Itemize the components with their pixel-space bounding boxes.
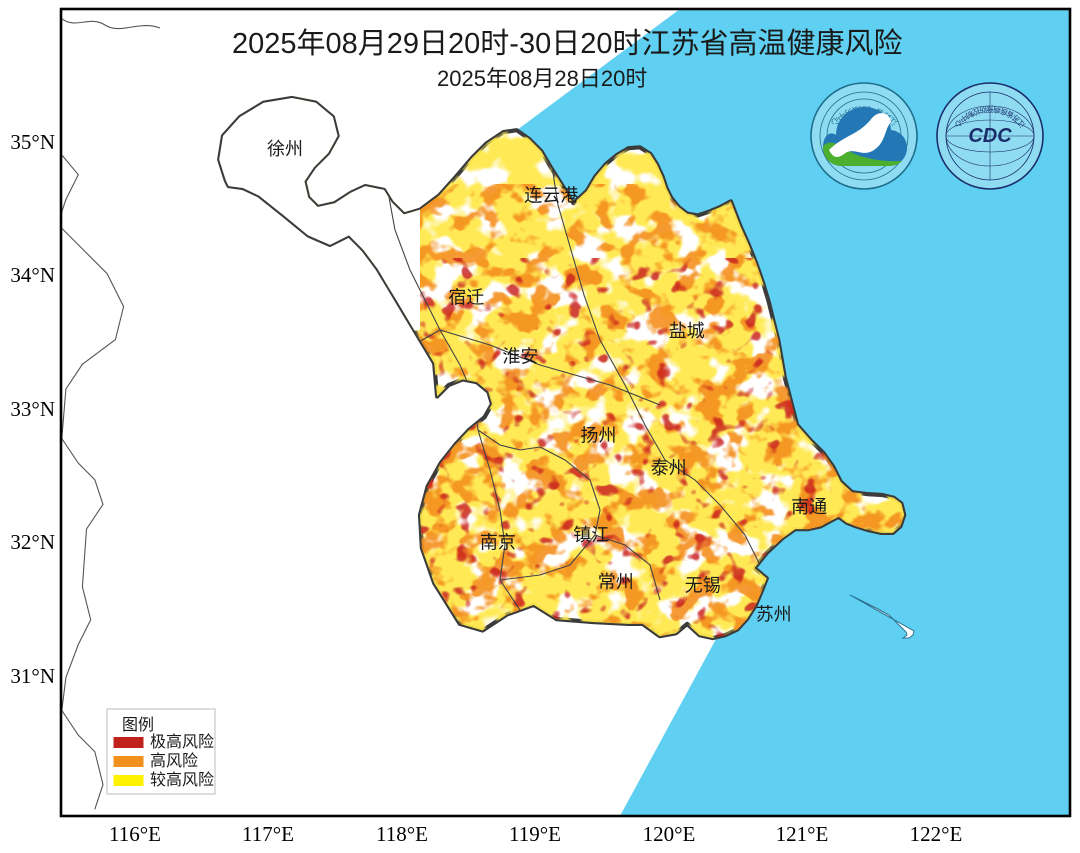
svg-text:119°E: 119°E [509, 822, 561, 846]
svg-text:117°E: 117°E [242, 822, 294, 846]
svg-text:常州: 常州 [598, 572, 634, 592]
svg-text:泰州: 泰州 [651, 458, 687, 478]
svg-text:118°E: 118°E [376, 822, 428, 846]
svg-text:31°N: 31°N [10, 664, 55, 688]
svg-text:苏州: 苏州 [756, 605, 792, 625]
svg-text:116°E: 116°E [109, 822, 161, 846]
svg-text:南京: 南京 [480, 532, 516, 552]
svg-text:120°E: 120°E [643, 822, 696, 846]
svg-text:32°N: 32°N [10, 530, 55, 554]
svg-text:34°N: 34°N [10, 263, 55, 287]
svg-text:宿迁: 宿迁 [448, 287, 484, 307]
svg-text:南通: 南通 [791, 497, 827, 517]
svg-text:淮安: 淮安 [502, 347, 538, 367]
svg-text:121°E: 121°E [776, 822, 829, 846]
svg-text:盐城: 盐城 [669, 321, 705, 341]
svg-text:35°N: 35°N [10, 130, 55, 154]
svg-text:镇江: 镇江 [573, 525, 609, 545]
svg-text:连云港: 连云港 [524, 186, 578, 206]
svg-text:扬州: 扬州 [580, 425, 616, 445]
svg-text:无锡: 无锡 [685, 576, 721, 596]
svg-text:较高风险: 较高风险 [150, 771, 214, 789]
svg-text:高风险: 高风险 [150, 752, 198, 770]
svg-text:徐州: 徐州 [267, 139, 303, 159]
svg-text:CDC: CDC [968, 125, 1012, 147]
svg-text:2025年08月28日20时: 2025年08月28日20时 [437, 66, 647, 91]
svg-text:2025年08月29日20时-30日20时江苏省高温健康风险: 2025年08月29日20时-30日20时江苏省高温健康风险 [232, 27, 902, 60]
svg-text:33°N: 33°N [10, 397, 55, 421]
svg-text:图例: 图例 [122, 716, 154, 734]
svg-text:122°E: 122°E [910, 822, 963, 846]
svg-text:极高风险: 极高风险 [150, 733, 214, 751]
